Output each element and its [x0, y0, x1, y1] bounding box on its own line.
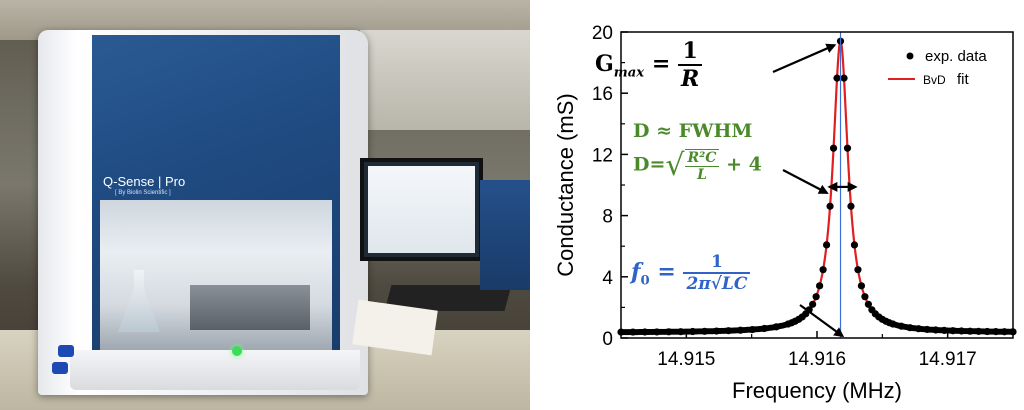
- f0-formula: f0 = 1 2π√LC: [631, 252, 751, 294]
- data-trace: [618, 314, 1017, 336]
- f0-symbol: f: [631, 259, 641, 285]
- brand-divider: |: [157, 174, 165, 189]
- brand-name: Q-Sense: [103, 174, 155, 189]
- gmax-denominator: R: [680, 66, 700, 92]
- dissipation-formula: D=√ R²C L + 4: [633, 148, 762, 183]
- x-tick-label: 14.916: [788, 349, 846, 370]
- lab-shelf: [360, 30, 530, 130]
- data-point: [812, 293, 820, 301]
- sqrt-icon: √: [665, 148, 685, 183]
- data-point: [847, 202, 855, 210]
- instrument-base: [70, 350, 360, 390]
- data-point: [857, 282, 866, 290]
- dissipation-numerator: R²C: [684, 150, 720, 167]
- ticks-layer: 0 4 8 12 16 20 14.915 14.916 14.917: [592, 23, 977, 370]
- data-point: [843, 144, 852, 152]
- y-axis-label: Conductance (mS): [553, 93, 578, 276]
- f0-subscript: 0: [640, 273, 650, 289]
- points-layer: [617, 37, 1017, 336]
- x-axis-label: Frequency (MHz): [732, 378, 902, 403]
- gmax-symbol: G: [595, 51, 614, 77]
- x-tick-label: 14.915: [657, 349, 715, 370]
- blue-bottle-cap: [58, 345, 74, 357]
- y-tick-label: 0: [602, 329, 613, 350]
- data-point: [833, 74, 841, 82]
- data-point: [822, 241, 831, 249]
- chart-svg: 0 4 8 12 16 20 14.915 14.916 14.917 Frequency (M…: [553, 23, 1017, 403]
- data-point: [816, 282, 824, 290]
- data-point: [809, 300, 817, 308]
- conductance-chart: 0 4 8 12 16 20 14.915 14.916 14.917 Frequency (M…: [545, 0, 1024, 410]
- brand-model: Pro: [164, 174, 186, 189]
- annotation-arrows: [772, 43, 858, 338]
- data-point: [854, 266, 862, 274]
- data-point: [850, 241, 859, 249]
- brand-subtitle: [ By Biolin Scientific ]: [115, 190, 171, 196]
- data-point: [826, 202, 834, 210]
- data-point: [819, 266, 827, 274]
- f0-equals: =: [657, 259, 676, 285]
- data-point: [840, 74, 848, 82]
- f0-numerator: 1: [683, 252, 751, 274]
- dissipation-lhs: D=: [633, 153, 666, 176]
- brand-label: Q-Sense | Pro: [103, 174, 185, 189]
- gmax-formula: Gmax = 1 R: [595, 38, 703, 92]
- y-tick-label: 16: [592, 84, 613, 105]
- legend-dot-marker: [906, 52, 914, 60]
- gmax-subscript: max: [613, 65, 645, 81]
- y-tick-label: 20: [592, 23, 613, 44]
- legend-label-fit: fit: [957, 71, 970, 88]
- gmax-numerator: 1: [677, 38, 703, 66]
- dissipation-arrow: [782, 169, 829, 194]
- dissipation-plus: + 4: [726, 153, 762, 176]
- dissipation-denominator: L: [697, 166, 707, 183]
- f0-denominator: 2π√LC: [686, 274, 748, 294]
- secondary-instrument: [480, 180, 530, 290]
- y-tick-label: 4: [602, 268, 613, 289]
- power-button: [232, 346, 242, 356]
- y-tick-label: 8: [602, 207, 613, 228]
- monitor-screen: [368, 166, 475, 253]
- gmax-arrow: [772, 43, 837, 74]
- x-tick-label: 14.917: [919, 349, 977, 370]
- f0-arrow: [799, 304, 845, 338]
- legend-label-data: exp. data: [925, 48, 987, 65]
- data-point: [829, 144, 838, 152]
- sample-tray: [190, 285, 310, 330]
- legend: exp. data BvD fit: [888, 48, 987, 88]
- fwhm-annotation: D ≈ FWHM: [633, 120, 753, 142]
- computer-monitor: [360, 158, 483, 261]
- legend-label-fit-model: BvD: [923, 73, 946, 87]
- data-point: [864, 300, 872, 308]
- y-tick-label: 12: [592, 145, 613, 166]
- gmax-equals: =: [651, 51, 671, 77]
- data-point: [861, 293, 869, 301]
- blue-bottle-cap: [52, 362, 68, 374]
- instrument-photo: Q-Sense | Pro [ By Biolin Scientific ]: [0, 0, 530, 410]
